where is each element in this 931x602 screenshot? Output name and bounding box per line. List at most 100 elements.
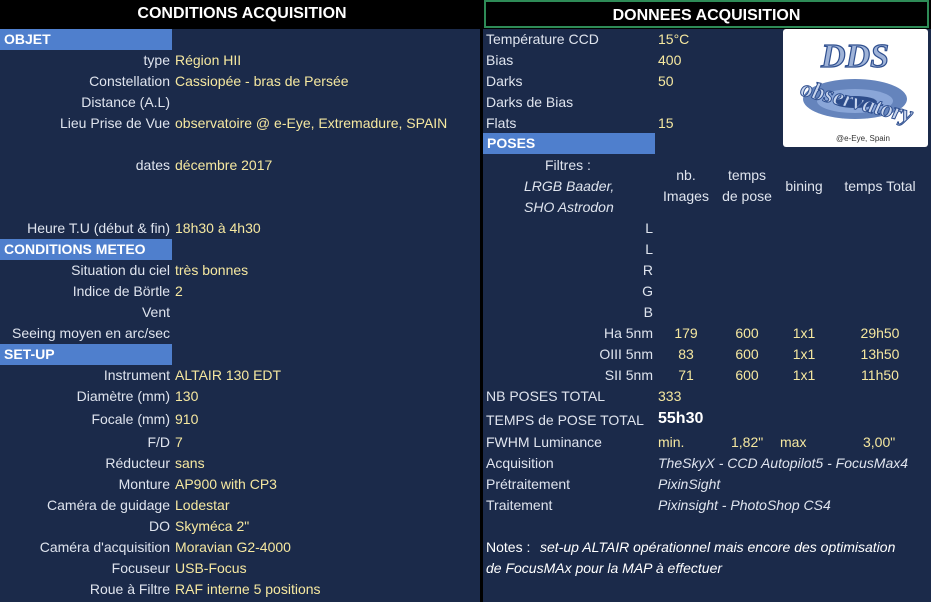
filter-name: Ha 5nm [603, 325, 653, 341]
heure-label: Heure T.U (début & fin) [27, 220, 170, 236]
filter-pose: 600 [735, 367, 759, 383]
focale-label: Focale (mm) [91, 411, 170, 427]
fwhm-max-label: max [780, 434, 807, 450]
temp-label: Température CCD [486, 31, 599, 47]
filter-nb: 179 [674, 325, 698, 341]
do-label: DO [149, 518, 170, 534]
filter-pose: 600 [735, 325, 759, 341]
fd-label: F/D [147, 434, 170, 450]
temp-value: 15°C [658, 31, 690, 47]
col-nb-line1: nb. [676, 167, 696, 183]
filter-pose: 600 [735, 346, 759, 362]
logo-dds-text: DDS [820, 38, 889, 75]
instrument-value: ALTAIR 130 EDT [175, 367, 282, 383]
filter-bining: 1x1 [792, 325, 816, 341]
col-temps-line1: temps [727, 167, 767, 183]
focuseur-value: USB-Focus [175, 560, 247, 576]
acquisition-value: TheSkyX - CCD Autopilot5 - FocusMax4 [658, 455, 909, 471]
type-value: Région HII [175, 52, 242, 68]
filter-name: L [645, 241, 653, 257]
constellation-value: Cassiopée - bras de Persée [175, 73, 349, 89]
guidage-label: Caméra de guidage [47, 497, 170, 513]
col-total: temps Total [844, 178, 916, 194]
fwhm-label: FWHM Luminance [486, 434, 602, 450]
filter-bining: 1x1 [792, 367, 816, 383]
bortle-value: 2 [175, 283, 183, 299]
diametre-value: 130 [175, 388, 199, 404]
notes-line2: de FocusMAx pour la MAP à effectuer [486, 560, 723, 576]
nb-poses-value: 333 [658, 388, 682, 404]
conditions-acquisition-header: CONDITIONS ACQUISITION [0, 0, 484, 28]
section-setup: SET-UP [0, 344, 172, 365]
col-nb-line2: Images [663, 188, 709, 204]
filter-name: SII 5nm [604, 367, 653, 383]
monture-label: Monture [118, 476, 170, 492]
filter-total: 13h50 [860, 346, 900, 362]
fd-value: 7 [175, 434, 183, 450]
donnees-acquisition-header: DONNEES ACQUISITION [484, 0, 929, 28]
section-objet: OBJET [0, 29, 172, 50]
monture-value: AP900 with CP3 [175, 476, 277, 492]
focuseur-label: Focuseur [111, 560, 170, 576]
ciel-value: très bonnes [175, 262, 249, 278]
camera-value: Moravian G2-4000 [175, 539, 291, 555]
section-meteo: CONDITIONS METEO [0, 239, 172, 260]
camera-label: Caméra d'acquisition [39, 539, 170, 555]
col-temps-line2: de pose [722, 188, 772, 204]
pretraitement-value: PixinSight [658, 476, 721, 492]
bias-label: Bias [486, 52, 514, 68]
ciel-label: Situation du ciel [71, 262, 170, 278]
distance-label: Distance (A.L) [81, 94, 170, 110]
fwhm-min-label: min. [658, 434, 685, 450]
filter-bining: 1x1 [792, 346, 816, 362]
vent-label: Vent [141, 304, 170, 320]
temps-pose-value: 55h30 [658, 410, 704, 427]
filter-total: 11h50 [861, 367, 899, 383]
heure-value: 18h30 à 4h30 [175, 220, 261, 236]
guidage-value: Lodestar [175, 497, 230, 513]
dates-value: décembre 2017 [175, 157, 273, 173]
filter-name: G [642, 283, 653, 299]
type-label: type [143, 52, 170, 68]
do-value: Skyméca 2" [175, 518, 250, 534]
filter-nb: 71 [678, 367, 694, 383]
lieu-value: observatoire @ e-Eye, Extremadure, SPAIN [175, 115, 448, 131]
notes-label: Notes : [486, 539, 531, 555]
traitement-value: Pixinsight - PhotoShop CS4 [658, 497, 831, 513]
filter-name: B [643, 304, 653, 320]
focale-value: 910 [175, 411, 199, 427]
darks-label: Darks [486, 73, 523, 89]
fwhm-max-value: 3,00" [863, 434, 896, 450]
filter-name: L [645, 220, 653, 236]
logo-location-text: @e-Eye, Spain [836, 134, 890, 143]
traitement-label: Traitement [486, 497, 553, 513]
bias-value: 400 [658, 52, 682, 68]
filter-name: R [642, 262, 653, 278]
acquisition-label: Acquisition [486, 455, 554, 471]
darks-value: 50 [658, 73, 674, 89]
logo-graphic: DDS observatory @e-Eye, Spain [797, 37, 916, 143]
nb-poses-label: NB POSES TOTAL [486, 388, 606, 404]
filter-nb: 83 [678, 346, 694, 362]
reducteur-value: sans [175, 455, 205, 471]
dates-label: dates [135, 157, 170, 173]
seeing-label: Seeing moyen en arc/sec [12, 325, 170, 341]
diametre-label: Diamètre (mm) [76, 388, 170, 404]
constellation-label: Constellation [89, 73, 170, 89]
roue-label: Roue à Filtre [89, 581, 170, 597]
darks-bias-label: Darks de Bias [486, 94, 574, 110]
section-poses: POSES [483, 133, 655, 154]
conditions-panel [0, 29, 480, 602]
fwhm-min-value: 1,82" [731, 434, 764, 450]
flats-value: 15 [658, 115, 674, 131]
filtres-label: Filtres : [545, 157, 591, 173]
filtres-lrgb: LRGB Baader, [524, 178, 615, 194]
lieu-label: Lieu Prise de Vue [60, 115, 170, 131]
instrument-label: Instrument [103, 367, 170, 383]
notes-line1: set-up ALTAIR opérationnel mais encore d… [540, 539, 896, 555]
filtres-sho: SHO Astrodon [524, 199, 614, 215]
flats-label: Flats [486, 115, 517, 131]
temps-pose-label: TEMPS de POSE TOTAL [486, 412, 644, 428]
pretraitement-label: Prétraitement [486, 476, 571, 492]
filter-name: OIII 5nm [599, 346, 653, 362]
